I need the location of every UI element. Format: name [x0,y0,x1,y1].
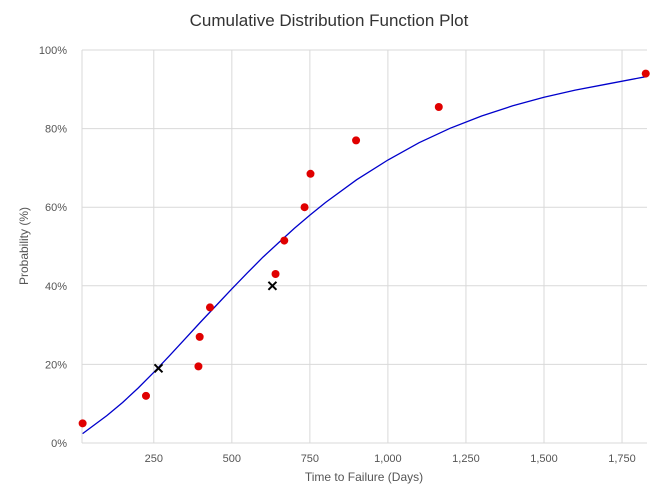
failure-data-point [271,270,280,279]
chart-title: Cumulative Distribution Function Plot [190,11,469,30]
x-tick-label: 1,250 [452,453,480,465]
censored-data-point [267,281,278,291]
data-points-layer [78,69,650,428]
failure-data-point [641,69,650,78]
y-tick-label: 40% [45,281,67,293]
failure-data-point [300,203,309,212]
failure-data-point [194,362,203,371]
failure-data-point [434,102,443,111]
failure-data-point [78,419,87,428]
failure-data-point [195,332,204,341]
x-tick-label: 1,750 [608,453,636,465]
x-tick-label: 500 [223,453,241,465]
x-axis-ticks: 250 500 750 1,000 1,250 1,500 1,750 [145,453,636,465]
failure-data-point [205,303,214,312]
failure-data-point [141,391,150,400]
x-axis-title: Time to Failure (Days) [305,470,423,484]
censored-data-point [153,363,164,374]
y-tick-label: 20% [45,359,67,371]
x-tick-label: 750 [301,453,319,465]
grid [81,49,647,444]
y-tick-label: 80% [45,124,67,136]
y-axis-ticks: 0% 20% 40% 60% 80% 100% [39,45,67,450]
failure-data-point [280,236,289,245]
fitted-curve-layer [82,76,646,435]
fitted-cdf-line [82,76,646,435]
y-tick-label: 60% [45,202,67,214]
y-tick-label: 0% [51,438,67,450]
x-tick-label: 1,000 [374,453,402,465]
failure-data-point [306,169,315,178]
failure-data-point [352,136,361,145]
y-axis-title: Probability (%) [17,207,31,285]
x-tick-label: 1,500 [530,453,558,465]
x-tick-label: 250 [145,453,163,465]
y-tick-label: 100% [39,45,67,57]
